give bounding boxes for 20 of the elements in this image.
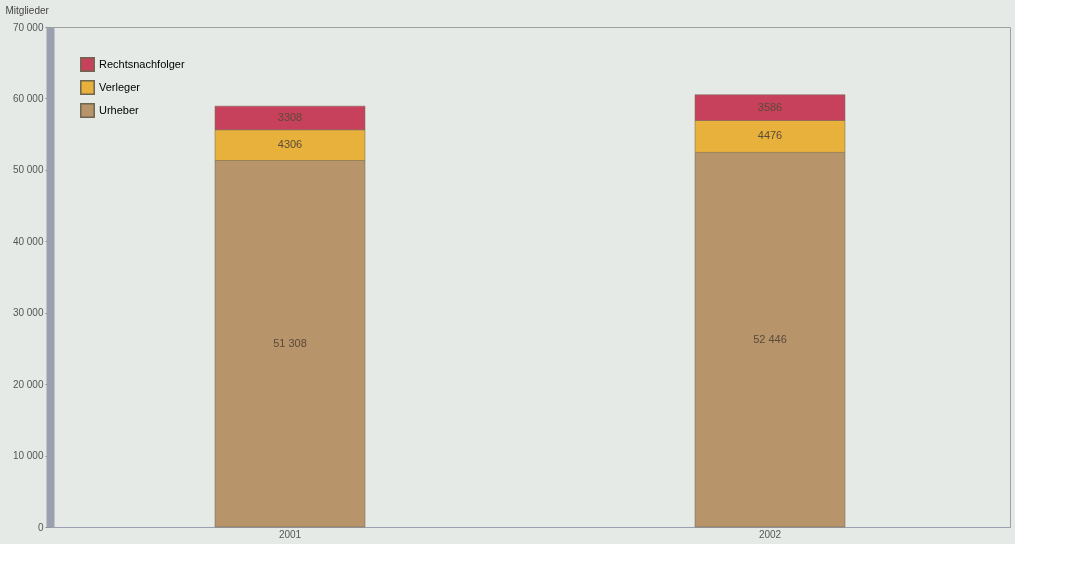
data-label: 4306: [277, 138, 303, 151]
data-label: 52 446: [753, 332, 787, 345]
y-tick-label: 40 000: [12, 235, 44, 247]
data-label: 3308: [277, 110, 303, 123]
legend-label: Rechtsnachfolger: [99, 57, 185, 70]
legend-label: Urheber: [99, 103, 140, 116]
y-tick-label: 60 000: [12, 92, 44, 104]
y-tick-label: 30 000: [12, 307, 44, 319]
data-label: 3586: [757, 100, 783, 113]
x-tick-label: 2001: [278, 528, 302, 540]
data-label: 51 308: [273, 336, 307, 349]
data-label: 4476: [757, 129, 783, 142]
y-tick-label: 20 000: [12, 378, 44, 390]
y-axis-title: Mitglieder: [5, 4, 50, 16]
x-tick-label: 2002: [758, 528, 782, 540]
y-tick-label: 0: [37, 521, 44, 533]
y-tick-label: 50 000: [12, 164, 44, 176]
y-tick-label: 10 000: [12, 450, 44, 462]
y-tick-label: 70 000: [12, 21, 44, 33]
legend-label: Verleger: [99, 80, 141, 93]
